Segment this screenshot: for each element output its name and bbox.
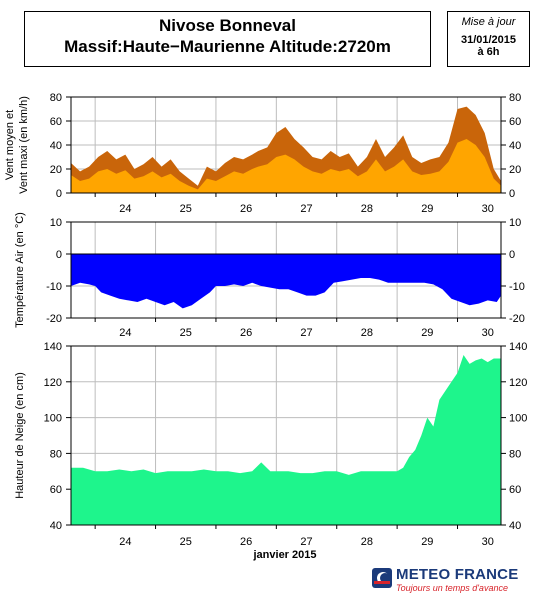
x-tick-label: 26 xyxy=(240,536,252,548)
y-tick-label-left: -10 xyxy=(46,281,62,293)
y-tick-label-left: 140 xyxy=(44,341,62,353)
y-tick-label-right: 40 xyxy=(509,520,521,532)
x-tick-label: 29 xyxy=(421,536,433,548)
y-tick-label-right: 100 xyxy=(509,413,527,425)
update-box: Mise à jour 31/01/2015 à 6h xyxy=(447,11,530,67)
y-tick-label-right: 140 xyxy=(509,341,527,353)
snow-depth-area xyxy=(71,354,501,525)
meteo-france-logo-icon xyxy=(372,568,392,588)
wind-mean-area xyxy=(71,139,501,193)
y-axis-label: Température Air (en °C) xyxy=(14,212,26,328)
x-tick-label: 26 xyxy=(240,203,252,215)
y-tick-label-right: 60 xyxy=(509,484,521,496)
plot-frame-2 xyxy=(70,345,502,526)
x-tick-label: 30 xyxy=(482,327,494,339)
y-tick-label-left: 80 xyxy=(50,92,62,104)
x-tick-label: 29 xyxy=(421,327,433,339)
plot-frame-1 xyxy=(70,221,502,319)
y-tick-label-left: -20 xyxy=(46,313,62,325)
logo-slogan-text: Toujours un temps d'avance xyxy=(396,583,508,593)
x-tick-label: 29 xyxy=(421,203,433,215)
y-tick-label-left: 0 xyxy=(56,188,62,200)
x-tick-label: 28 xyxy=(361,327,373,339)
x-tick-label: 24 xyxy=(119,327,131,339)
update-label: Mise à jour xyxy=(461,16,516,28)
x-tick-label: 25 xyxy=(180,327,192,339)
y-tick-label-left: 40 xyxy=(50,520,62,532)
y-tick-label-right: 80 xyxy=(509,92,521,104)
y-tick-label-left: 10 xyxy=(50,217,62,229)
temperature-area xyxy=(71,254,501,309)
y-tick-label-left: 100 xyxy=(44,413,62,425)
y-tick-label-right: 10 xyxy=(509,217,521,229)
x-tick-label: 27 xyxy=(300,536,312,548)
x-tick-label: 28 xyxy=(361,203,373,215)
y-axis-label: Hauteur de Neige (en cm) xyxy=(14,372,26,499)
y-tick-label-right: 0 xyxy=(509,188,515,200)
massif-altitude-title: Massif:Haute−Maurienne Altitude:2720m xyxy=(64,37,391,56)
y-tick-label-left: 60 xyxy=(50,116,62,128)
station-title: Nivose Bonneval xyxy=(159,16,296,35)
y-tick-label-right: 120 xyxy=(509,377,527,389)
x-tick-label: 27 xyxy=(300,203,312,215)
y-tick-label-left: 0 xyxy=(56,249,62,261)
x-tick-label: 25 xyxy=(180,536,192,548)
x-tick-label: 26 xyxy=(240,327,252,339)
update-date: 31/01/2015 xyxy=(460,34,517,46)
y-tick-label-left: 40 xyxy=(50,140,62,152)
x-tick-label: 24 xyxy=(119,203,131,215)
y-tick-label-right: 80 xyxy=(509,448,521,460)
logo-brand-text: METEO FRANCE xyxy=(396,566,519,583)
y-tick-label-right: 20 xyxy=(509,164,521,176)
y-axis-label: Vent moyen et xyxy=(4,110,16,180)
x-tick-label: 27 xyxy=(300,327,312,339)
y-tick-label-right: -10 xyxy=(509,281,525,293)
x-tick-label: 30 xyxy=(482,536,494,548)
title-box: Nivose Bonneval Massif:Haute−Maurienne A… xyxy=(24,11,431,67)
x-tick-label: 28 xyxy=(361,536,373,548)
y-tick-label-left: 80 xyxy=(50,448,62,460)
x-tick-label: 30 xyxy=(482,203,494,215)
y-tick-label-left: 120 xyxy=(44,377,62,389)
meteo-france-logo: METEO FRANCE Toujours un temps d'avance xyxy=(370,565,538,593)
y-tick-label-right: -20 xyxy=(509,313,525,325)
y-tick-label-right: 40 xyxy=(509,140,521,152)
y-axis-label: Vent maxi (en km/h) xyxy=(18,96,30,194)
y-tick-label-left: 20 xyxy=(50,164,62,176)
y-tick-label-right: 0 xyxy=(509,249,515,261)
y-tick-label-right: 60 xyxy=(509,116,521,128)
x-tick-label: 24 xyxy=(119,536,131,548)
y-tick-label-left: 60 xyxy=(50,484,62,496)
x-tick-label: 25 xyxy=(180,203,192,215)
x-axis-month-label: janvier 2015 xyxy=(253,549,317,561)
update-time: à 6h xyxy=(477,46,500,58)
